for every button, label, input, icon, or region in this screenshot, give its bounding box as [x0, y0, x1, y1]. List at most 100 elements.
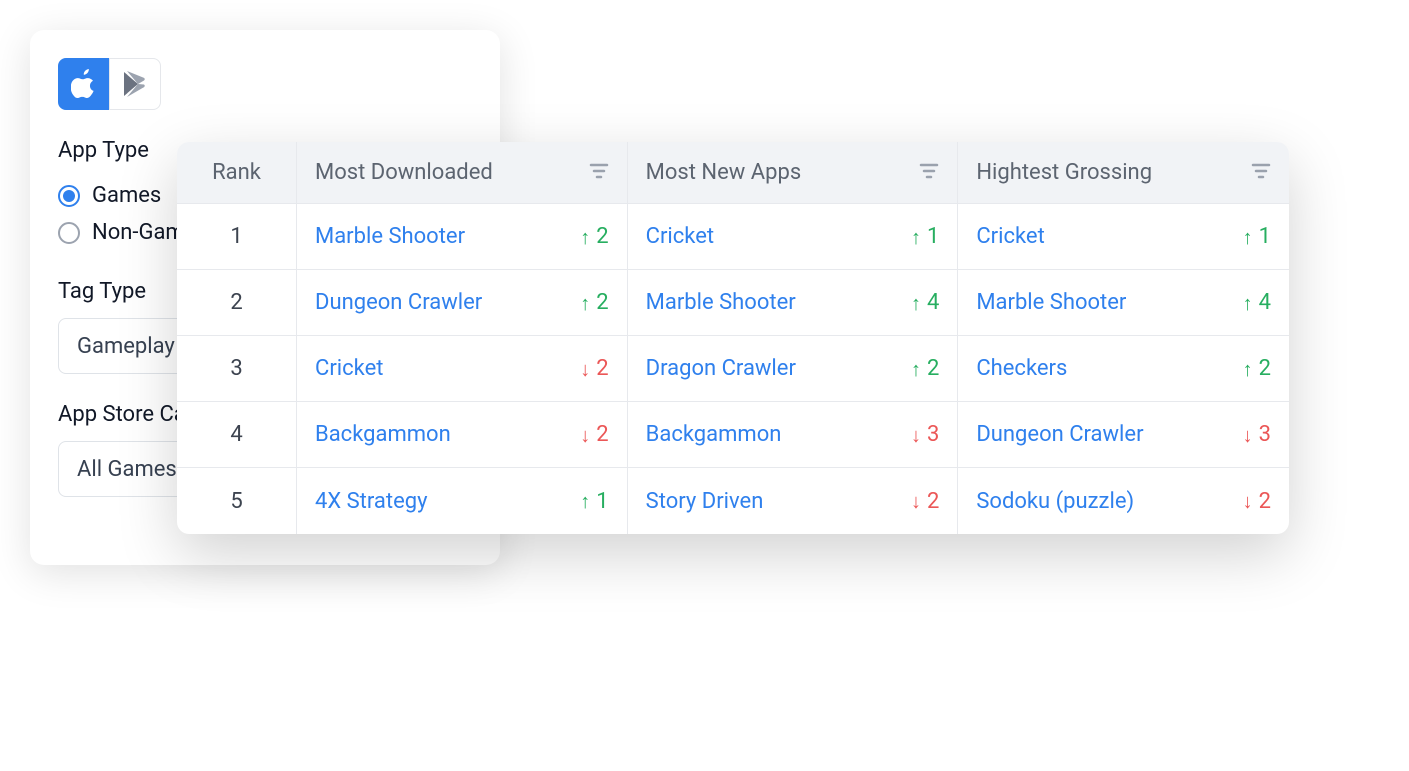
delta-value: 2	[927, 356, 939, 381]
rank-cell: 2	[177, 270, 297, 336]
rank-cell: Dungeon Crawler↓3	[958, 402, 1289, 468]
apple-icon	[71, 69, 97, 99]
arrow-down-icon: ↓	[911, 425, 921, 445]
app-link[interactable]: Checkers	[976, 356, 1067, 381]
app-link[interactable]: Cricket	[976, 224, 1044, 249]
arrow-up-icon: ↑	[911, 359, 921, 379]
rank-delta: ↑2	[580, 290, 608, 315]
rank-delta: ↓2	[911, 489, 939, 514]
app-link[interactable]: Marble Shooter	[315, 224, 465, 249]
rank-cell: Sodoku (puzzle)↓2	[958, 468, 1289, 534]
app-link[interactable]: Dragon Crawler	[646, 356, 796, 381]
rank-delta: ↑4	[1243, 290, 1271, 315]
select-value: Gameplay	[77, 334, 175, 359]
rank-delta: ↓2	[580, 356, 608, 381]
store-tab-apple[interactable]	[58, 58, 110, 110]
rank-cell: 5	[177, 468, 297, 534]
filter-icon[interactable]	[1251, 160, 1271, 185]
app-link[interactable]: Dungeon Crawler	[976, 422, 1143, 447]
rank-cell: Story Driven↓2	[628, 468, 959, 534]
rank-cell: Marble Shooter↑4	[958, 270, 1289, 336]
app-link[interactable]: Marble Shooter	[976, 290, 1126, 315]
rank-delta: ↑1	[580, 489, 608, 514]
app-link[interactable]: Cricket	[315, 356, 383, 381]
column-title: Hightest Grossing	[976, 160, 1152, 185]
column-header[interactable]: Hightest Grossing	[958, 142, 1289, 204]
select-value: All Games	[77, 457, 177, 482]
arrow-up-icon: ↑	[1243, 227, 1253, 247]
rank-cell: Cricket↑1	[958, 204, 1289, 270]
delta-value: 2	[1259, 489, 1271, 514]
app-link[interactable]: Backgammon	[646, 422, 782, 447]
delta-value: 2	[1259, 356, 1271, 381]
arrow-up-icon: ↑	[580, 293, 590, 313]
column-header[interactable]: Most New Apps	[628, 142, 959, 204]
app-link[interactable]: 4X Strategy	[315, 489, 428, 514]
arrow-down-icon: ↓	[580, 359, 590, 379]
delta-value: 4	[927, 290, 939, 315]
rank-cell: Cricket↓2	[297, 336, 628, 402]
column-header-rank: Rank	[177, 142, 297, 204]
rank-delta: ↑2	[1243, 356, 1271, 381]
app-link[interactable]: Sodoku (puzzle)	[976, 489, 1134, 514]
arrow-up-icon: ↑	[911, 293, 921, 313]
rank-delta: ↓3	[911, 422, 939, 447]
rank-delta: ↑1	[1243, 224, 1271, 249]
arrow-up-icon: ↑	[911, 227, 921, 247]
column-title: Most New Apps	[646, 160, 802, 185]
column-header[interactable]: Most Downloaded	[297, 142, 628, 204]
arrow-up-icon: ↑	[580, 491, 590, 511]
radio-indicator	[58, 185, 80, 207]
rank-cell: Dungeon Crawler↑2	[297, 270, 628, 336]
delta-value: 3	[927, 422, 939, 447]
filter-icon[interactable]	[589, 160, 609, 185]
delta-value: 4	[1259, 290, 1271, 315]
rank-cell: Checkers↑2	[958, 336, 1289, 402]
rank-cell: 4	[177, 402, 297, 468]
delta-value: 3	[1259, 422, 1271, 447]
rank-cell: 3	[177, 336, 297, 402]
store-tab-play[interactable]	[109, 58, 161, 110]
arrow-up-icon: ↑	[580, 227, 590, 247]
rank-cell: Marble Shooter↑4	[628, 270, 959, 336]
app-link[interactable]: Backgammon	[315, 422, 451, 447]
radio-label: Games	[92, 183, 161, 208]
arrow-down-icon: ↓	[911, 491, 921, 511]
rank-cell: Backgammon↓2	[297, 402, 628, 468]
delta-value: 2	[596, 422, 608, 447]
app-link[interactable]: Story Driven	[646, 489, 764, 514]
rank-delta: ↓2	[580, 422, 608, 447]
delta-value: 2	[596, 224, 608, 249]
rank-delta: ↑2	[911, 356, 939, 381]
rank-cell: 1	[177, 204, 297, 270]
delta-value: 2	[596, 290, 608, 315]
rank-cell: Marble Shooter↑2	[297, 204, 628, 270]
delta-value: 2	[596, 356, 608, 381]
rank-delta: ↑4	[911, 290, 939, 315]
rank-delta: ↑2	[580, 224, 608, 249]
arrow-down-icon: ↓	[1243, 425, 1253, 445]
delta-value: 1	[1259, 224, 1271, 249]
play-store-icon	[123, 71, 147, 97]
store-tabs	[58, 58, 472, 110]
app-link[interactable]: Marble Shooter	[646, 290, 796, 315]
column-title: Most Downloaded	[315, 160, 493, 185]
rankings-grid: Rank Most Downloaded Most New Apps Hightest…	[177, 142, 1289, 534]
filter-icon[interactable]	[919, 160, 939, 185]
arrow-down-icon: ↓	[1243, 491, 1253, 511]
delta-value: 1	[927, 224, 939, 249]
arrow-down-icon: ↓	[580, 425, 590, 445]
app-link[interactable]: Cricket	[646, 224, 714, 249]
delta-value: 1	[596, 489, 608, 514]
arrow-up-icon: ↑	[1243, 359, 1253, 379]
radio-indicator	[58, 222, 80, 244]
rank-delta: ↓2	[1243, 489, 1271, 514]
rank-delta: ↑1	[911, 224, 939, 249]
arrow-up-icon: ↑	[1243, 293, 1253, 313]
app-link[interactable]: Dungeon Crawler	[315, 290, 482, 315]
rank-cell: Cricket↑1	[628, 204, 959, 270]
rank-cell: 4X Strategy↑1	[297, 468, 628, 534]
delta-value: 2	[927, 489, 939, 514]
rankings-card: Rank Most Downloaded Most New Apps Hightest…	[177, 142, 1289, 534]
rank-delta: ↓3	[1243, 422, 1271, 447]
